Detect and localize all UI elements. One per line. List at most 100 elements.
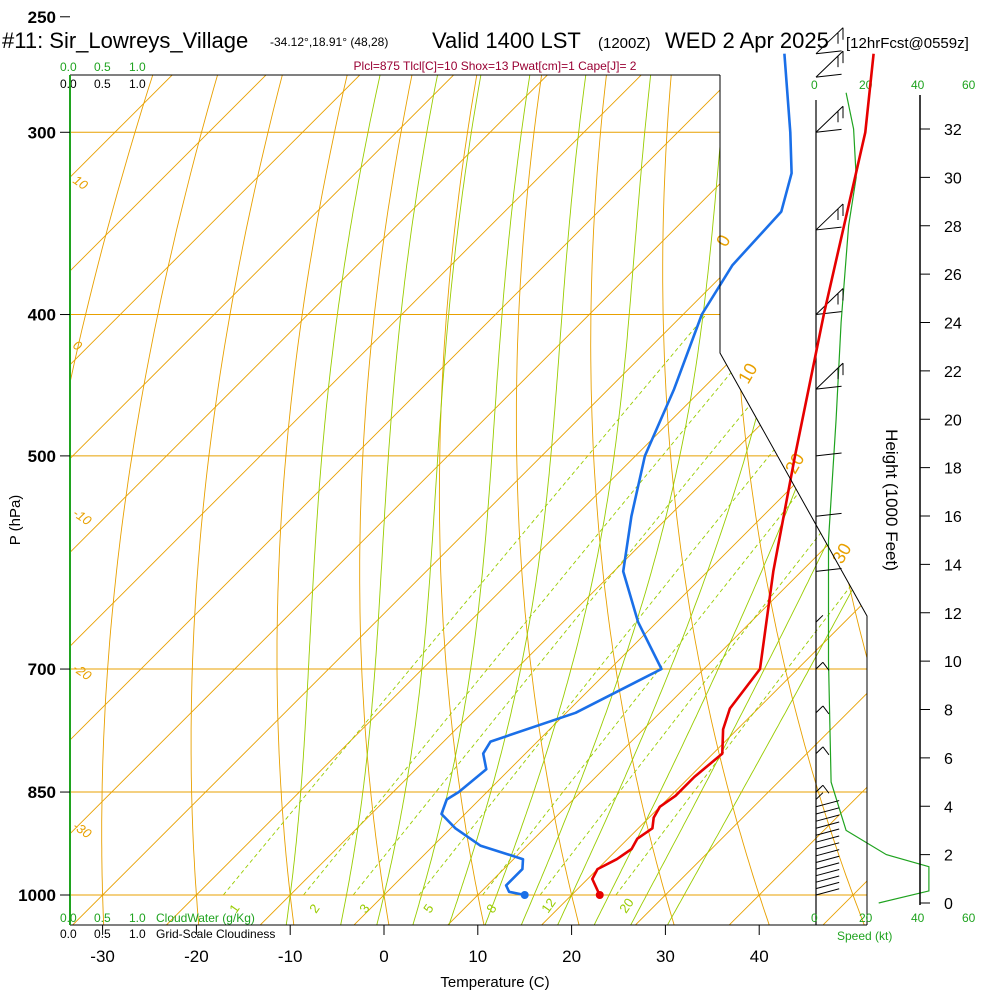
- isotherm-label: 10: [734, 360, 761, 387]
- wind-barb: [815, 807, 840, 815]
- wind-barb: [815, 814, 840, 822]
- moist-adiabat-line: [666, 75, 867, 925]
- wind-barb-flag: [822, 784, 830, 794]
- height-tick-label: 12: [944, 606, 962, 623]
- wind-barb: [815, 705, 824, 714]
- height-tick-label: 22: [944, 364, 962, 381]
- dry-adiabat-label: 10: [70, 172, 91, 193]
- forecast-date: WED 2 Apr 2025: [665, 28, 829, 53]
- mixing-ratio-label: 8: [483, 901, 499, 916]
- wind-speed-scale-bottom: 0 20 40 60 Speed (kt): [811, 911, 976, 943]
- isotherm-line: [70, 75, 539, 925]
- station-coords: -34.12°,18.91° (48,28): [270, 35, 388, 49]
- dry-adiabat-line: [992, 0, 1000, 926]
- wind-barb-shaft: [815, 288, 844, 315]
- wind-barb: [815, 792, 824, 800]
- temperature-tick-label: -30: [90, 947, 115, 966]
- wind-barb-shaft: [815, 203, 844, 231]
- isotherm-line: [70, 75, 726, 925]
- wind-barb: [815, 784, 824, 793]
- sounding-traces: [440, 53, 875, 899]
- mixing-ratio-label: 12: [538, 895, 559, 915]
- dry-adiabat-line: [101, 75, 244, 925]
- mixing-ratio-line: [539, 314, 867, 896]
- forecast-run: [12hrFcst@0559z]: [846, 35, 969, 52]
- mixing-ratio-label: 2: [306, 901, 322, 916]
- surface-dewpoint-dot: [520, 891, 529, 899]
- svg-text:0.5: 0.5: [94, 911, 111, 925]
- svg-text:0.5: 0.5: [94, 77, 111, 91]
- x-axis-label: Temperature (C): [440, 974, 549, 991]
- moist-adiabat-line: [448, 75, 599, 925]
- isotherm-line: [70, 75, 257, 925]
- mixing-ratio-line: [303, 314, 780, 896]
- mixing-ratio-label: 5: [420, 901, 436, 916]
- wind-barb: [815, 855, 840, 863]
- moist-adiabat-line: [285, 75, 401, 925]
- wind-barb: [815, 746, 824, 754]
- wind-barb-shaft: [815, 362, 844, 390]
- moist-adiabat-line: [629, 75, 867, 925]
- wind-barb: [815, 888, 840, 896]
- svg-text:40: 40: [911, 911, 925, 925]
- isotherm-line: [634, 75, 867, 925]
- height-tick-label: 0: [944, 896, 953, 913]
- y-axis-label: P (hPa): [7, 495, 24, 546]
- height-tick-label: 8: [944, 703, 953, 720]
- temperature-tick-label: -20: [184, 947, 209, 966]
- dry-adiabat-line: [438, 75, 494, 925]
- svg-text:40: 40: [911, 78, 925, 92]
- mixing-ratio-line: [352, 314, 825, 896]
- svg-text:0.0: 0.0: [60, 77, 77, 91]
- temperature-tick-label: 10: [468, 947, 487, 966]
- cloudwater-scale-bottom: 0.0 0.5 1.0 CloudWater (g/Kg): [60, 911, 255, 925]
- dry-adiabat-label: -10: [70, 505, 95, 529]
- isotherm-line: [70, 75, 820, 925]
- svg-text:0: 0: [811, 78, 818, 92]
- svg-text:0: 0: [811, 911, 818, 925]
- svg-text:60: 60: [962, 78, 976, 92]
- svg-text:1.0: 1.0: [129, 60, 146, 74]
- cloudiness-scale-top: 0.0 0.5 1.0: [60, 77, 146, 91]
- isotherm-line: [352, 75, 867, 925]
- wind-barb: [815, 881, 840, 890]
- pressure-tick-label: 850: [28, 783, 56, 802]
- wind-barb: [815, 869, 840, 877]
- pressure-tick-label: 400: [28, 306, 56, 325]
- cloudiness-label: Grid-Scale Cloudiness: [156, 927, 275, 941]
- wind-barb: [815, 828, 840, 836]
- height-tick-label: 14: [944, 557, 962, 574]
- height-tick-label: 4: [944, 799, 953, 816]
- height-tick-label: 6: [944, 751, 953, 768]
- wind-barb-flag: [822, 661, 830, 671]
- dry-adiabat-line: [190, 75, 306, 925]
- temperature-tick-label: 0: [379, 947, 388, 966]
- height-tick-label: 32: [944, 122, 962, 139]
- wind-barb-shaft: [815, 27, 844, 55]
- dewpoint-trace: [440, 53, 793, 897]
- wind-barb: [815, 311, 842, 316]
- valid-time: Valid 1400 LST: [432, 28, 581, 53]
- isotherm-line: [70, 75, 632, 925]
- temperature-tick-label: 20: [562, 947, 581, 966]
- isotherm-line: [821, 75, 867, 925]
- wind-barb: [815, 835, 840, 843]
- dry-adiabat-line: [929, 0, 1000, 926]
- stability-indices: Plcl=875 Tlcl[C]=10 Shox=13 Pwat[cm]=1 C…: [354, 59, 637, 73]
- wind-barb: [815, 614, 824, 623]
- dry-adiabat-line: [70, 75, 182, 925]
- pressure-tick-label: 700: [28, 660, 56, 679]
- dry-adiabat-line: [590, 75, 675, 925]
- height-tick-label: 30: [944, 170, 962, 187]
- surface-temperature-dot: [595, 891, 604, 899]
- height-axis-label: Height (1000 Feet): [882, 429, 901, 571]
- moist-adiabat-line: [376, 75, 498, 925]
- svg-text:1.0: 1.0: [129, 77, 146, 91]
- wind-speed-label: Speed (kt): [837, 929, 892, 943]
- wind-barb: [815, 128, 842, 133]
- pressure-tick-label: 250: [28, 8, 56, 27]
- wind-barb: [815, 661, 824, 670]
- isotherm-line: [70, 75, 867, 925]
- isotherm-label: 0: [712, 231, 734, 250]
